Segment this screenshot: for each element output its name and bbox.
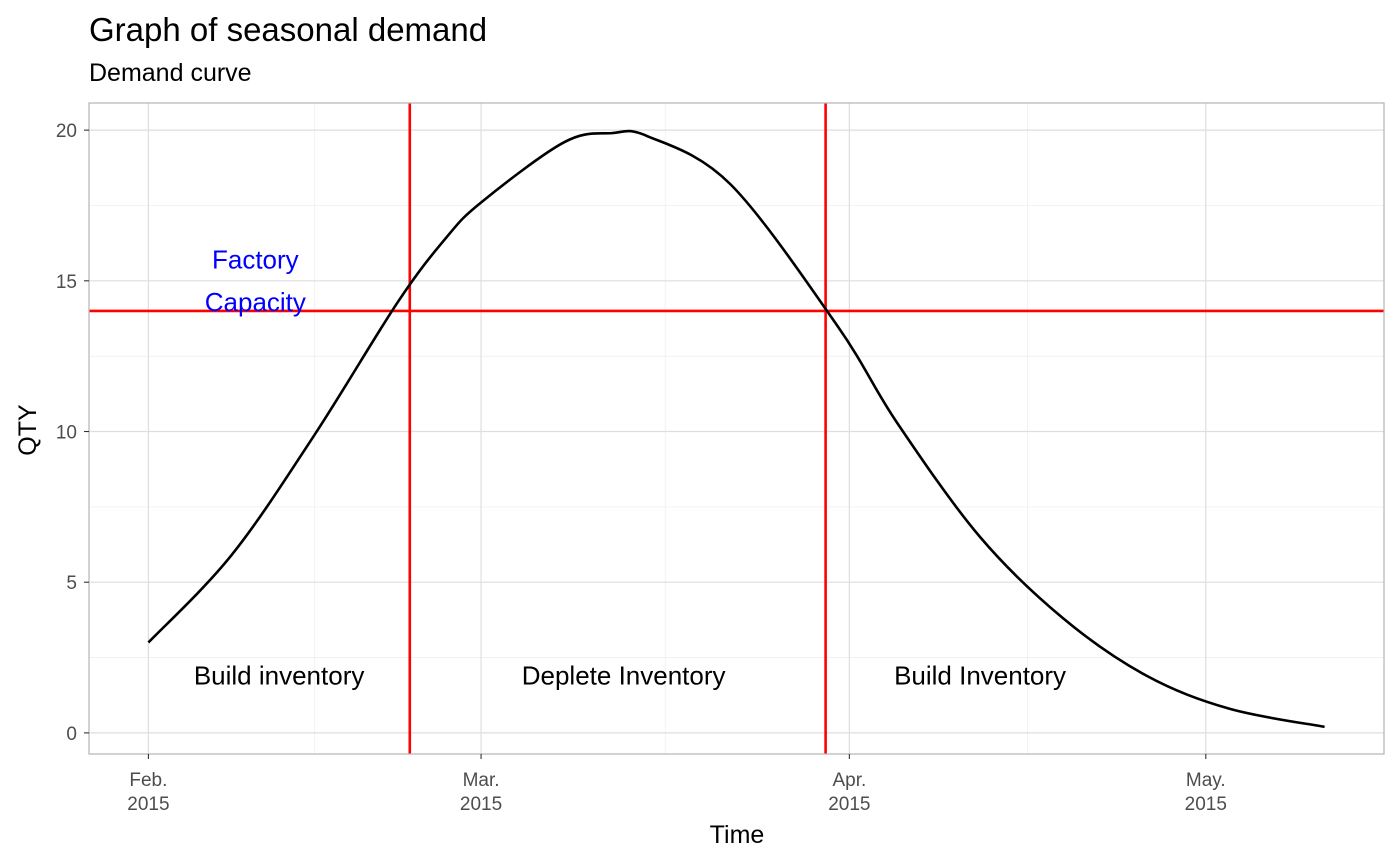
annotation-build-2: Build Inventory <box>894 661 1066 691</box>
y-tick-label: 15 <box>56 272 77 293</box>
minor-gridlines <box>89 103 1384 754</box>
reference-lines <box>89 103 1384 754</box>
chart-subtitle: Demand curve <box>89 59 252 87</box>
demand-curve-line <box>147 129 1325 729</box>
annotation-build-1: Build inventory <box>194 661 365 691</box>
y-tick-label: 5 <box>66 573 77 594</box>
x-axis-title: Time <box>710 821 765 849</box>
annotation-deplete: Deplete Inventory <box>522 661 726 691</box>
x-axis-ticks: Feb. 2015 Mar. 2015 Apr. 2015 May. 2015 <box>127 754 1227 815</box>
chart-title: Graph of seasonal demand <box>89 11 487 48</box>
annotation-capacity: Capacity <box>205 287 306 317</box>
annotation-factory: Factory <box>212 245 299 275</box>
y-axis-title: QTY <box>14 404 42 456</box>
x-tick-label: May. <box>1186 770 1226 791</box>
y-tick-label: 20 <box>56 121 77 142</box>
x-tick-label-year: 2015 <box>828 794 870 815</box>
annotations: Factory Capacity Build inventory Deplete In… <box>194 245 1066 691</box>
x-tick-label: Apr. <box>832 770 866 791</box>
x-tick-label-year: 2015 <box>127 794 169 815</box>
x-tick-label: Feb. <box>129 770 167 791</box>
plot-panel-border <box>88 102 1385 755</box>
x-tick-label-year: 2015 <box>1185 794 1227 815</box>
major-gridlines <box>89 103 1384 754</box>
x-tick-label-year: 2015 <box>460 794 502 815</box>
y-tick-label: 0 <box>66 724 77 745</box>
y-axis-ticks: 0 5 10 15 20 <box>56 121 89 745</box>
y-tick-label: 10 <box>56 423 77 444</box>
x-tick-label: Mar. <box>463 770 500 791</box>
